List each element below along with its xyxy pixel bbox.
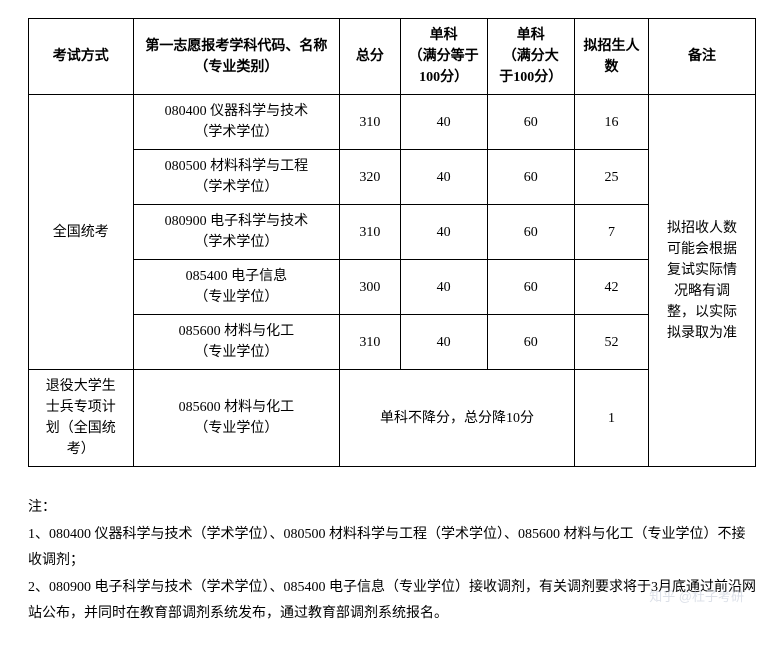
cell-sub2: 60 (487, 95, 574, 150)
cell-enroll: 52 (574, 315, 648, 370)
cell-total: 310 (340, 205, 400, 260)
table-body: 全国统考080400 仪器科学与技术（学术学位）310406016拟招收人数可能… (29, 95, 756, 467)
cell-major: 085400 电子信息（专业学位） (133, 260, 340, 315)
footnote-item: 1、080400 仪器科学与技术（学术学位）、080500 材料科学与工程（学术… (28, 522, 756, 575)
footnotes: 注： 1、080400 仪器科学与技术（学术学位）、080500 材料科学与工程… (28, 495, 756, 628)
cell-sub1: 40 (400, 150, 487, 205)
cell-sub2: 60 (487, 260, 574, 315)
table-row: 085400 电子信息（专业学位）300406042 (29, 260, 756, 315)
cell-enroll: 25 (574, 150, 648, 205)
cell-sub1: 40 (400, 260, 487, 315)
table-row: 080900 电子科学与技术（学术学位）31040607 (29, 205, 756, 260)
th-major: 第一志愿报考学科代码、名称（专业类别） (133, 19, 340, 95)
cell-major: 085600 材料与化工（专业学位） (133, 315, 340, 370)
cell-major: 085600 材料与化工（专业学位） (133, 370, 340, 467)
cell-major: 080900 电子科学与技术（学术学位） (133, 205, 340, 260)
table-header-row: 考试方式 第一志愿报考学科代码、名称（专业类别） 总分 单科（满分等于100分）… (29, 19, 756, 95)
cell-major: 080500 材料科学与工程（学术学位） (133, 150, 340, 205)
cell-sub1: 40 (400, 315, 487, 370)
th-sub2: 单科（满分大于100分） (487, 19, 574, 95)
cell-major: 080400 仪器科学与技术（学术学位） (133, 95, 340, 150)
cell-sub1: 40 (400, 95, 487, 150)
th-enroll: 拟招生人数 (574, 19, 648, 95)
admission-score-table: 考试方式 第一志愿报考学科代码、名称（专业类别） 总分 单科（满分等于100分）… (28, 18, 756, 467)
cell-sub2: 60 (487, 205, 574, 260)
cell-note: 拟招收人数可能会根据复试实际情况略有调整，以实际拟录取为准 (649, 95, 756, 467)
table-row: 085600 材料与化工（专业学位）310406052 (29, 315, 756, 370)
cell-enroll: 1 (574, 370, 648, 467)
cell-sub2: 60 (487, 150, 574, 205)
cell-exam-method: 全国统考 (29, 95, 134, 370)
cell-sub1: 40 (400, 205, 487, 260)
th-total: 总分 (340, 19, 400, 95)
th-sub1: 单科（满分等于100分） (400, 19, 487, 95)
cell-enroll: 42 (574, 260, 648, 315)
footnote-item: 2、080900 电子科学与技术（学术学位）、085400 电子信息（专业学位）… (28, 575, 756, 628)
th-note: 备注 (649, 19, 756, 95)
cell-total: 320 (340, 150, 400, 205)
cell-enroll: 7 (574, 205, 648, 260)
cell-total: 310 (340, 95, 400, 150)
cell-total: 300 (340, 260, 400, 315)
table-row: 080500 材料科学与工程（学术学位）320406025 (29, 150, 756, 205)
cell-enroll: 16 (574, 95, 648, 150)
cell-exam-method: 退役大学生士兵专项计划（全国统考） (29, 370, 134, 467)
footnote-heading: 注： (28, 495, 756, 522)
cell-total: 310 (340, 315, 400, 370)
cell-sub2: 60 (487, 315, 574, 370)
table-row: 全国统考080400 仪器科学与技术（学术学位）310406016拟招收人数可能… (29, 95, 756, 150)
cell-merged-score: 单科不降分，总分降10分 (340, 370, 575, 467)
th-exam-method: 考试方式 (29, 19, 134, 95)
table-row: 退役大学生士兵专项计划（全国统考）085600 材料与化工（专业学位）单科不降分… (29, 370, 756, 467)
